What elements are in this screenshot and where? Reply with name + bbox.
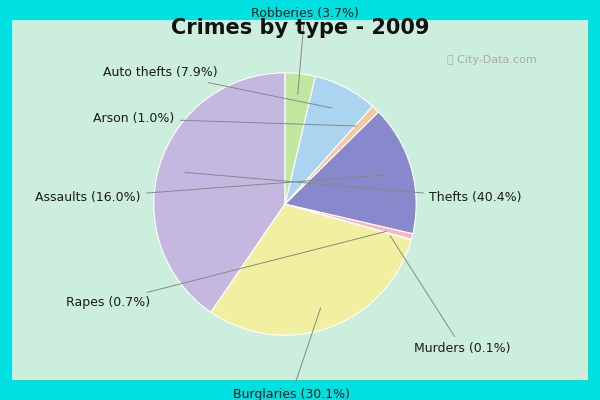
Wedge shape: [285, 112, 416, 234]
Text: ⓘ City-Data.com: ⓘ City-Data.com: [447, 55, 537, 65]
Wedge shape: [285, 204, 413, 239]
Text: Thefts (40.4%): Thefts (40.4%): [185, 172, 521, 204]
Wedge shape: [285, 76, 373, 204]
Text: Murders (0.1%): Murders (0.1%): [390, 236, 511, 355]
Text: Rapes (0.7%): Rapes (0.7%): [66, 231, 386, 309]
Text: Crimes by type - 2009: Crimes by type - 2009: [171, 18, 429, 38]
Text: Burglaries (30.1%): Burglaries (30.1%): [233, 308, 350, 400]
Wedge shape: [285, 73, 315, 204]
Text: Arson (1.0%): Arson (1.0%): [94, 112, 356, 126]
Text: Auto thefts (7.9%): Auto thefts (7.9%): [103, 66, 332, 108]
Wedge shape: [154, 73, 285, 312]
Wedge shape: [211, 204, 411, 335]
Text: Assaults (16.0%): Assaults (16.0%): [35, 175, 386, 204]
Wedge shape: [285, 204, 412, 240]
Text: Robberies (3.7%): Robberies (3.7%): [251, 7, 359, 94]
Wedge shape: [285, 106, 379, 204]
